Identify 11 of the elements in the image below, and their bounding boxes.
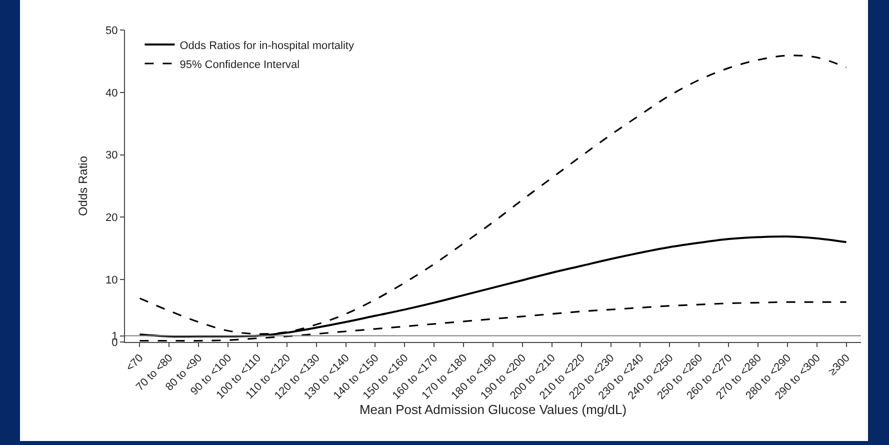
line-series <box>138 54 848 335</box>
legend-label: Odds Ratios for in-hospital mortality <box>180 40 354 52</box>
legend-label: 95% Confidence Interval <box>180 58 300 71</box>
y-tick-label: 50 <box>106 24 118 37</box>
y-tick-label: 30 <box>106 150 118 162</box>
y-tick-label: 20 <box>106 212 118 224</box>
x-tick-label: <70 <box>124 352 146 374</box>
x-axis-title: Mean Post Admission Glucose Values (mg/dL) <box>359 402 627 418</box>
y-axis-title: Odds Ratio <box>76 156 90 216</box>
y-tick-label: 40 <box>106 87 118 100</box>
y-tick-label: 10 <box>106 274 118 286</box>
